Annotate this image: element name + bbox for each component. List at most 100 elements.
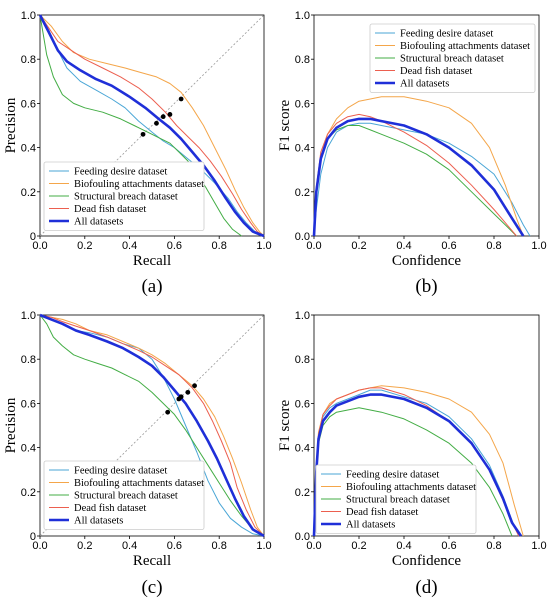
operating-point-marker xyxy=(140,131,146,137)
x-axis-label: Confidence xyxy=(392,253,461,269)
legend-entry: Feeding desire dataset xyxy=(346,470,439,481)
plot-frame xyxy=(39,314,265,537)
chart-a: 0.0 0.2 0.4 0.6 0.8 1.0 0 0.2 0.4 0.6 0.8 1.0 Recall… xyxy=(3,10,272,297)
x-tick-label: 0.2 xyxy=(351,240,366,252)
legend-entry: All datasets xyxy=(74,516,123,527)
operating-point-marker xyxy=(165,409,171,415)
x-axis-label: Recall xyxy=(133,553,171,569)
legend-entry: Biofouling attachments dataset xyxy=(74,179,204,190)
legend-entry: Structural breach dataset xyxy=(74,491,178,502)
series-line-structural xyxy=(39,14,242,237)
y-tick-label: 0.8 xyxy=(295,54,310,66)
y-tick-label: 0.0 xyxy=(295,531,310,543)
y-axis-label: Precision xyxy=(3,397,19,453)
legend-entry: Biofouling attachments dataset xyxy=(400,41,530,52)
y-tick-label: 0.0 xyxy=(295,231,310,243)
chart-c: 0.0 0.2 0.4 0.6 0.8 1.0 0 0.2 0.4 0.6 0.8 1.0 Recall… xyxy=(3,310,272,598)
legend-box xyxy=(43,161,205,231)
legend-entry: All datasets xyxy=(74,217,123,228)
legend-entry: Dead fish dataset xyxy=(346,507,418,518)
operating-point-marker xyxy=(178,96,184,102)
legend-entry: Dead fish dataset xyxy=(74,204,146,215)
y-tick-label: 0 xyxy=(30,531,36,543)
x-tick-label: 0.0 xyxy=(306,240,321,252)
series-line-feeding xyxy=(313,122,531,237)
series-line-feeding xyxy=(39,14,265,237)
panel-label: (c) xyxy=(141,577,162,598)
x-tick-label: 1.0 xyxy=(256,240,271,252)
y-tick-label: 0.4 xyxy=(295,143,310,155)
chart-b: 0.0 0.2 0.4 0.6 0.8 1.0 0.0 0.2 0.4 0.6 0.8 1.0 Conf… xyxy=(277,10,547,297)
x-tick-label: 1.0 xyxy=(256,540,271,552)
legend-entry: All datasets xyxy=(400,79,449,90)
legend-entry: Structural breach dataset xyxy=(74,192,178,203)
operating-point-marker xyxy=(192,383,197,389)
x-tick-label: 1.0 xyxy=(531,240,546,252)
operating-point-marker xyxy=(154,120,159,126)
y-tick-label: 1.0 xyxy=(21,310,36,322)
y-tick-label: 0.4 xyxy=(295,443,310,455)
legend-box xyxy=(43,460,205,530)
y-tick-label: 0.6 xyxy=(295,398,310,410)
legend-entry: All datasets xyxy=(346,520,395,531)
series-line-all xyxy=(312,393,523,537)
x-tick-label: 0.0 xyxy=(32,540,47,552)
panel-label: (a) xyxy=(141,276,162,297)
y-tick-label: 0.2 xyxy=(295,187,310,199)
series-line-deadfish xyxy=(39,14,265,237)
legend-entry: Structural breach dataset xyxy=(400,54,504,65)
legend-entry: Biofouling attachments dataset xyxy=(346,482,476,493)
x-tick-label: 0.4 xyxy=(396,240,411,252)
x-tick-label: 0.2 xyxy=(77,540,92,552)
plot-frame xyxy=(313,314,540,537)
x-tick-label: 0.4 xyxy=(396,540,411,552)
y-tick-label: 0.8 xyxy=(295,354,310,366)
y-axis-label: Precision xyxy=(3,97,19,153)
operating-point-marker xyxy=(160,114,166,120)
y-axis-label: F1 score xyxy=(277,100,293,152)
plot-frame xyxy=(313,14,540,237)
x-tick-label: 0.8 xyxy=(212,540,227,552)
legend-entry: Feeding desire dataset xyxy=(400,29,493,40)
y-tick-label: 0.4 xyxy=(21,443,36,455)
series-line-deadfish xyxy=(313,113,517,237)
x-tick-label: 0.6 xyxy=(441,540,456,552)
x-tick-label: 0.6 xyxy=(441,240,456,252)
y-tick-label: 0.2 xyxy=(21,487,36,499)
x-tick-label: 0.8 xyxy=(212,240,227,252)
y-tick-label: 0 xyxy=(30,231,36,243)
y-tick-label: 1.0 xyxy=(295,310,310,322)
x-axis-label: Recall xyxy=(133,253,171,269)
legend-box xyxy=(315,464,477,534)
legend-entry: Structural breach dataset xyxy=(346,495,450,506)
panel-label: (d) xyxy=(415,577,437,598)
y-tick-label: 0.4 xyxy=(21,143,36,155)
series-line-all xyxy=(39,313,265,538)
y-tick-label: 0.6 xyxy=(21,98,36,110)
y-tick-label: 1.0 xyxy=(295,10,310,22)
x-tick-label: 1.0 xyxy=(531,540,546,552)
operating-point-marker xyxy=(167,112,173,117)
operating-point-marker xyxy=(178,394,184,400)
legend-entry: Feeding desire dataset xyxy=(74,466,167,477)
x-tick-label: 0.4 xyxy=(122,540,137,552)
y-tick-label: 1.0 xyxy=(21,10,36,22)
x-tick-label: 0.2 xyxy=(77,240,92,252)
legend-entry: Feeding desire dataset xyxy=(74,167,167,178)
x-tick-label: 0.4 xyxy=(122,240,137,252)
series-line-all xyxy=(312,117,525,237)
y-tick-label: 0.2 xyxy=(295,487,310,499)
chart-d: 0.0 0.2 0.4 0.6 0.8 1.0 0.0 0.2 0.4 0.6 0.8 1.0 Conf… xyxy=(277,310,547,598)
x-axis-label: Confidence xyxy=(392,553,461,569)
y-tick-label: 0.2 xyxy=(21,187,36,199)
x-tick-label: 0.8 xyxy=(486,240,501,252)
y-tick-label: 0.8 xyxy=(21,354,36,366)
x-tick-label: 0.0 xyxy=(32,240,47,252)
legend-box xyxy=(369,23,536,93)
panel-label: (b) xyxy=(415,276,437,297)
x-tick-label: 0.8 xyxy=(486,540,501,552)
